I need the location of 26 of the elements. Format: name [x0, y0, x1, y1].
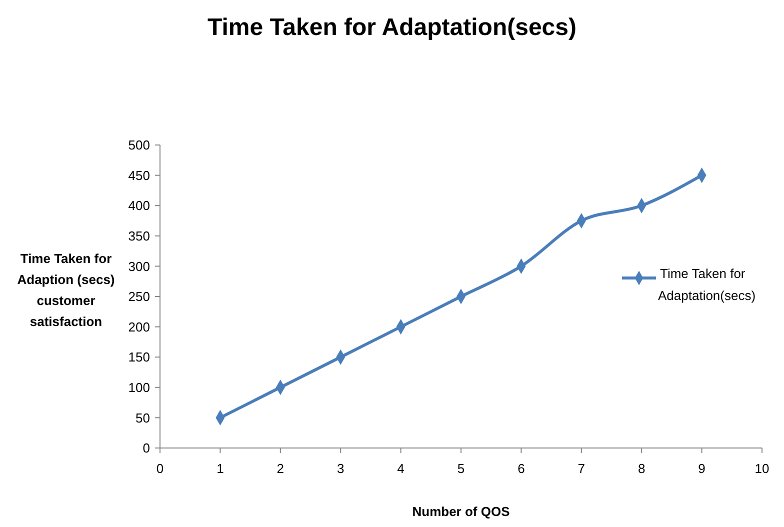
x-tick-label: 0 [156, 461, 164, 476]
y-tick-label: 50 [136, 410, 150, 426]
y-tick-label: 500 [128, 138, 150, 153]
legend-label: Time Taken for Adaptation(secs) [658, 266, 756, 303]
y-axis-title: Time Taken for Adaption (secs) customer satisfaction [17, 251, 115, 329]
chart-title: Time Taken for Adaptation(secs) [208, 14, 576, 41]
y-tick-label: 250 [128, 289, 150, 304]
y-tick-label: 100 [128, 380, 150, 395]
x-axis-title: Number of QOS [412, 504, 510, 519]
x-tick-label: 4 [397, 461, 404, 476]
y-tick-label: 0 [142, 440, 150, 456]
y-tick-label: 300 [128, 258, 150, 274]
x-tick-label: 8 [638, 461, 646, 476]
y-tick-label: 400 [128, 198, 150, 214]
x-tick-label: 6 [518, 461, 525, 476]
y-tick-label: 150 [128, 350, 150, 365]
x-tick-label: 1 [216, 461, 224, 476]
x-tick-label: 2 [276, 461, 284, 476]
x-tick-label: 3 [336, 461, 344, 476]
y-tick-label: 450 [128, 168, 150, 183]
y-tick-label: 200 [128, 319, 150, 334]
x-tick-label: 5 [457, 461, 465, 476]
x-tick-label: 9 [698, 461, 706, 476]
y-tick-label: 350 [128, 228, 150, 244]
x-tick-label: 7 [578, 461, 586, 476]
x-tick-label: 10 [754, 461, 770, 476]
